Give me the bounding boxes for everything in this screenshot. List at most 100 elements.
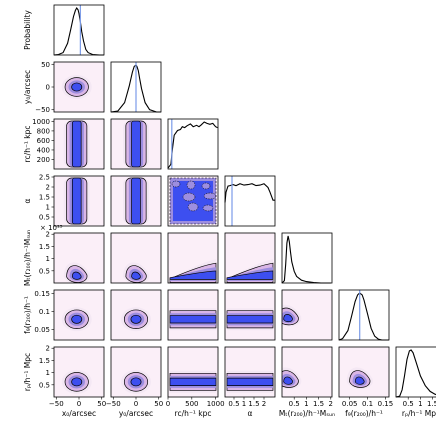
x-tick-label-fg: 0.15 xyxy=(378,400,394,408)
contour-outline xyxy=(169,177,217,225)
panel-frame xyxy=(167,232,219,284)
x-axis-label-fg: f₉(r₂₀₀)/h⁻¹ xyxy=(345,409,383,418)
contour-level-4 xyxy=(169,315,217,324)
marginal-curve-fg xyxy=(338,292,389,341)
x-tick-label-Mt: 1.5 xyxy=(313,400,324,408)
contour-level-4 xyxy=(71,120,82,168)
joint-panel-alpha-Mt xyxy=(224,232,276,284)
panel-grid xyxy=(53,4,436,398)
y-tick-label-rc: 200 xyxy=(37,156,50,164)
y-axis-label-fg: f₉(r₂₀₀)/h⁻¹ xyxy=(23,296,32,334)
contour-group xyxy=(226,259,274,283)
panel-frame xyxy=(167,289,219,341)
x-tick-label-alpha: 2 xyxy=(262,400,266,408)
contour-level-4 xyxy=(283,376,293,385)
x-tick-label-alpha: 1 xyxy=(242,400,246,408)
panel-frame xyxy=(167,175,219,227)
joint-panel-alpha-fg xyxy=(224,289,276,341)
y-axis-label-rp: rₚ/h⁻¹ Mpc xyxy=(23,353,32,391)
contour-level-4 xyxy=(71,82,83,92)
contour-group xyxy=(169,177,217,225)
contour-level-4 xyxy=(131,177,141,225)
panel-frame xyxy=(224,232,276,284)
marginal-panel-rp xyxy=(395,346,436,398)
y-axis-label-rc: rᴄ/h⁻¹ kpc xyxy=(23,125,32,162)
x-axis-label-rc: rᴄ/h⁻¹ kpc xyxy=(174,409,211,418)
joint-panel-x0-y0 xyxy=(53,61,105,113)
panel-frame xyxy=(338,346,390,398)
contour-hole xyxy=(201,182,211,190)
panel-frame xyxy=(338,289,390,341)
contour-level-4 xyxy=(131,120,141,168)
contour-level-4 xyxy=(71,314,83,324)
marginal-panel-x0 xyxy=(53,4,105,56)
x-tick-label-y0: −50 xyxy=(106,400,121,408)
x-tick-label-Mt: 0.5 xyxy=(289,400,300,408)
y-tick-label-rp: 0.5 xyxy=(39,381,50,389)
contour-level-4 xyxy=(131,271,141,280)
y-tick-label-fg: 0.1 xyxy=(39,308,50,316)
panel-frame xyxy=(110,289,162,341)
panel-frame xyxy=(281,232,333,284)
y-tick-label-alpha: 2.5 xyxy=(39,174,50,182)
contour-level-4 xyxy=(354,376,365,385)
x-axis-label-rp: rₚ/h⁻¹ Mpc xyxy=(402,409,436,418)
multiplier-label: × 10¹⁵ xyxy=(40,224,63,232)
x-axis-label-y0: y₀/arcsec xyxy=(119,409,153,418)
x-tick-label-fg: 0.1 xyxy=(362,400,373,408)
marginal-curve-Mt xyxy=(281,235,331,284)
marginal-panel-Mt xyxy=(281,232,333,284)
x-axis-label-x0: x₀/arcsec xyxy=(62,409,96,418)
contour-hole xyxy=(202,204,214,212)
contour-level-4 xyxy=(226,377,274,386)
contour-group xyxy=(282,304,302,327)
contour-level-4 xyxy=(71,271,82,280)
joint-panel-Mt-fg xyxy=(281,289,333,341)
x-tick-label-rp: 1.5 xyxy=(427,400,436,408)
x-tick-label-rc: 0 xyxy=(166,400,170,408)
y-axis-label-alpha: α xyxy=(23,198,32,203)
panel-frame xyxy=(395,346,436,398)
joint-panel-x0-rp xyxy=(53,346,105,398)
joint-panel-x0-rc xyxy=(53,118,105,170)
contour-level-4 xyxy=(226,270,274,280)
x-tick-label-Mt: 2 xyxy=(329,400,333,408)
panel-frame xyxy=(110,232,162,284)
y-tick-label-alpha: 2 xyxy=(46,184,50,192)
joint-panel-x0-Mt xyxy=(53,232,105,284)
joint-panel-fg-rp xyxy=(338,346,390,398)
joint-panel-y0-rc xyxy=(110,118,162,170)
contour-group xyxy=(123,177,149,225)
joint-panel-alpha-rp xyxy=(224,346,276,398)
panel-frame xyxy=(110,175,162,227)
contour-hole xyxy=(187,202,199,212)
y-tick-label-rp: 1.5 xyxy=(39,357,50,365)
contour-group xyxy=(123,120,149,168)
marginal-panel-fg xyxy=(338,289,390,341)
panel-frame xyxy=(53,289,105,341)
joint-panel-rc-Mt xyxy=(167,232,219,284)
y-tick-label-alpha: 1 xyxy=(46,204,50,212)
contour-level-4 xyxy=(130,377,142,387)
contour-group xyxy=(61,369,92,394)
x-tick-label-rc: 500 xyxy=(185,400,198,408)
joint-panel-Mt-rp xyxy=(281,346,333,398)
contour-level-4 xyxy=(130,314,142,324)
contour-group xyxy=(169,370,217,393)
x-tick-label-x0: −50 xyxy=(49,400,64,408)
contour-level-4 xyxy=(71,377,83,387)
contour-group xyxy=(169,308,217,331)
panel-background xyxy=(168,119,218,169)
contour-group xyxy=(63,262,90,283)
joint-panel-y0-alpha xyxy=(110,175,162,227)
contour-hole xyxy=(203,192,217,200)
joint-panel-rc-rp xyxy=(167,346,219,398)
y-tick-label-Mt: 2 xyxy=(46,231,50,239)
panel-frame xyxy=(53,118,105,170)
x-tick-label-x0: 0 xyxy=(77,400,81,408)
marginal-panel-y0 xyxy=(110,61,162,113)
joint-panel-x0-fg xyxy=(53,289,105,341)
marginal-curve-alpha xyxy=(224,183,275,203)
